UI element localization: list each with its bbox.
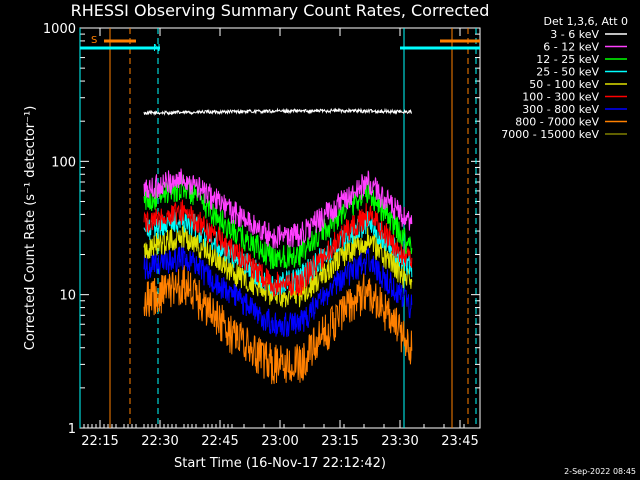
series-line-0 [143,107,412,116]
x-tick-label: 22:45 [201,434,238,449]
y-tick-label: 10 [59,289,76,304]
legend-label: 3 - 6 keV [550,28,599,41]
x-tick-label: 22:15 [81,434,118,449]
legend-label: 7000 - 15000 keV [501,128,599,141]
x-tick-label: 23:15 [321,434,358,449]
series-line-7 [143,265,413,385]
series-line-5 [143,199,413,298]
x-tick-label: 22:30 [141,434,178,449]
y-tick-label: 1 [68,422,76,437]
legend-header: Det 1,3,6, Att 0 [544,15,628,28]
y-tick-label: 1000 [43,22,76,37]
x-tick-label: 23:45 [441,434,478,449]
legend-label: 800 - 7000 keV [515,116,599,129]
series-layer [143,107,413,385]
series-line-3 [143,209,413,297]
footer-date: 2-Sep-2022 08:45 [564,467,636,476]
legend-label: 6 - 12 keV [543,41,599,54]
annotation-label-N: N [153,43,160,54]
y-tick-label: 100 [51,155,76,170]
y-axis-label: Corrected Count Rate (s⁻¹ detector⁻¹) [23,106,38,351]
annotation-layer: SN [79,28,480,428]
legend-label: 25 - 50 keV [536,66,599,79]
legend-label: 100 - 300 keV [522,91,599,104]
legend-label: 50 - 100 keV [529,78,599,91]
legend-label: 300 - 800 keV [522,103,599,116]
legend-label: 12 - 25 keV [536,53,599,66]
series-line-1 [143,168,413,249]
x-axis-label: Start Time (16-Nov-17 22:12:42) [174,456,386,471]
x-tick-label: 23:30 [381,434,418,449]
series-line-6 [143,245,413,338]
chart-title: RHESSI Observing Summary Count Rates, Co… [71,1,490,20]
x-tick-label: 23:00 [261,434,298,449]
annotation-label-S: S [91,35,97,46]
axes-layer: 22:15 22:30 22:45 23:00 23:15 23:30 23:45 1 10 10… [43,22,480,449]
